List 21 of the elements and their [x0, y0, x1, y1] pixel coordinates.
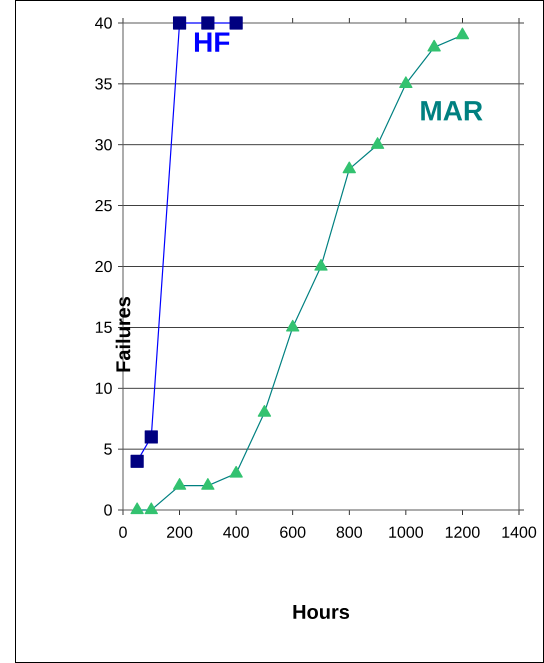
x-tick-label: 1400: [502, 526, 536, 538]
y-tick-label: 40: [95, 17, 112, 29]
x-tick-label: 1200: [446, 526, 480, 538]
x-tick-label: 200: [167, 526, 192, 538]
x-tick-label: 1000: [389, 526, 424, 538]
y-tick-label: 5: [104, 444, 112, 455]
x-tick-label: 600: [280, 526, 306, 538]
y-tick-label: 25: [95, 200, 112, 212]
y-tick-label: 35: [95, 78, 112, 90]
series-label: HF: [194, 32, 230, 52]
x-tick-label: 800: [336, 526, 362, 538]
y-tick-label: 20: [95, 260, 112, 272]
y-axis-title: Failures: [116, 296, 130, 372]
x-axis-title: Hours: [293, 605, 350, 619]
x-tick-label: 400: [223, 526, 249, 538]
series-label: MAR: [421, 101, 483, 120]
x-tick-label: 0: [119, 526, 127, 538]
y-tick-label: 0: [104, 504, 112, 516]
y-tick-label: 10: [96, 382, 112, 394]
y-tick-label: 30: [95, 139, 112, 150]
y-tick-label: 15: [96, 322, 112, 333]
